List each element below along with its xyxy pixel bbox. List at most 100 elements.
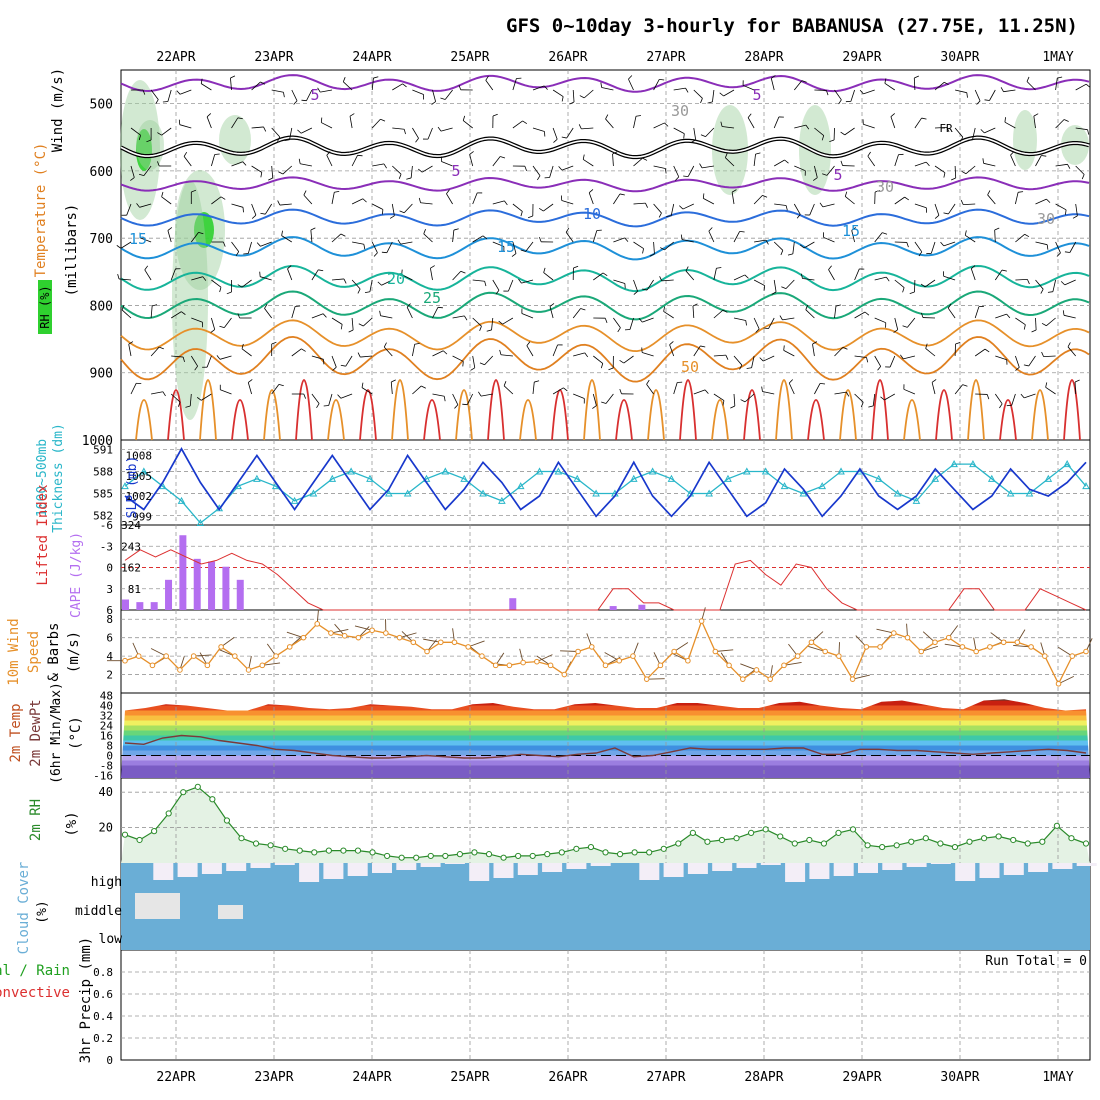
cloud-gap-high <box>250 863 271 868</box>
wind-barb-flag <box>744 274 749 279</box>
wind-barb <box>392 127 405 130</box>
wind10m-point <box>616 657 623 664</box>
wind-barb <box>1055 203 1067 211</box>
wind10m-point <box>190 653 197 659</box>
wind-barb-flag <box>819 383 826 385</box>
wind-barb-flag <box>383 163 387 169</box>
wind-barb-flag <box>1024 233 1030 238</box>
wind-barb-flag <box>334 190 340 193</box>
wind-barb <box>834 306 837 319</box>
lifted-index-line <box>124 549 1087 611</box>
wind-barb-flag <box>982 158 985 164</box>
wind10m-point <box>836 653 842 659</box>
wind-barb <box>331 278 344 281</box>
wind-barb-flag <box>117 274 120 280</box>
rh2m-point <box>398 854 405 861</box>
wind-barb-flag <box>403 129 406 135</box>
wind-barb <box>311 313 324 319</box>
wind-barb <box>1004 121 1016 129</box>
wind-barb <box>230 78 232 91</box>
wind-barb <box>300 127 313 134</box>
wind-barb <box>508 279 514 292</box>
wind10m-barb <box>150 648 167 657</box>
wind-barb-flag <box>142 89 146 95</box>
wind-barb-flag <box>755 152 761 155</box>
thickness-point <box>799 489 808 497</box>
wind10m-point <box>973 648 979 655</box>
rh2m-point <box>660 845 667 852</box>
thickness-tick: 588 <box>93 465 113 478</box>
wind-barb <box>532 85 545 91</box>
wind-barb <box>731 192 735 205</box>
wind-barb <box>452 270 462 281</box>
rh-shade-core <box>194 212 214 248</box>
wind-barb-flag <box>890 113 895 117</box>
wind-barb <box>1015 355 1020 368</box>
wind-barb <box>925 348 936 357</box>
wind10m-point <box>204 662 211 669</box>
wind-barb <box>987 194 996 205</box>
wind10m-barb <box>740 663 757 671</box>
wind-barb <box>1052 279 1056 292</box>
cloud-gap-high <box>299 863 320 882</box>
wind-barb-flag <box>859 89 864 95</box>
wind-barb-flag <box>722 400 725 406</box>
wind-barb-flag <box>157 132 162 136</box>
wind-barb-flag <box>999 403 1003 409</box>
wind-barb-flag <box>579 95 585 99</box>
wind-barb <box>948 203 956 215</box>
thickness-point <box>479 489 487 497</box>
wind-barb <box>260 276 272 281</box>
wind-barb-flag <box>399 210 405 214</box>
temp-tick: 16 <box>100 730 113 743</box>
rh2m-point <box>340 847 347 854</box>
rh2m-point <box>442 852 449 860</box>
wind-barb-flag <box>538 208 544 212</box>
contour-warm-loop <box>519 399 537 441</box>
wind-barb <box>206 116 212 129</box>
wind-barb <box>119 278 132 281</box>
cloud-gap-high <box>323 863 344 879</box>
wind-barb <box>1015 192 1019 205</box>
rh2m-point <box>646 849 653 856</box>
wind-barb-flag <box>740 399 746 403</box>
wind10m-point <box>932 639 938 646</box>
wind-barb <box>742 84 755 91</box>
thickness-point <box>177 496 186 504</box>
wind-barb-flag <box>406 177 412 180</box>
cloud-gap-high <box>760 863 781 865</box>
wind-barb-flag <box>362 198 367 203</box>
wind-barb-flag <box>340 324 343 330</box>
wind-barb-flag <box>318 269 324 272</box>
wind-barb-flag <box>964 230 967 236</box>
wind-barb-flag <box>1041 155 1047 157</box>
wind-barb <box>692 306 695 319</box>
wind-barb-flag <box>264 303 268 309</box>
wind-barb-flag <box>886 276 890 282</box>
wind-barb <box>994 393 1003 405</box>
wind-barb <box>1011 393 1016 406</box>
wind10m-point <box>369 627 375 634</box>
wind-barb-flag <box>784 159 789 164</box>
wind-barb <box>963 203 976 206</box>
date-label-top: 29APR <box>842 50 881 65</box>
wind-barb-flag <box>635 115 641 117</box>
rh2m-panel: 40 20 <box>99 778 1090 863</box>
wind-barb-flag <box>846 391 850 397</box>
precip-tick: 0 <box>106 1054 113 1067</box>
wind-barb-flag <box>503 381 507 386</box>
wind-barb-flag <box>181 311 186 315</box>
wind10m-point <box>410 639 417 646</box>
wind-barb-flag <box>649 253 655 257</box>
slp-line <box>124 447 1087 518</box>
wind-barb-flag <box>645 202 648 208</box>
rh2m-point <box>209 796 216 803</box>
temp-bands <box>121 699 1090 778</box>
contour-warm-loop <box>199 379 217 441</box>
wind-barb-flag <box>431 101 436 105</box>
wind10m-point <box>918 648 925 655</box>
rh2m-point <box>325 847 332 854</box>
wind-barb <box>271 384 280 395</box>
wind-barb-flag <box>724 152 728 158</box>
wind-barb-flag <box>787 253 793 256</box>
